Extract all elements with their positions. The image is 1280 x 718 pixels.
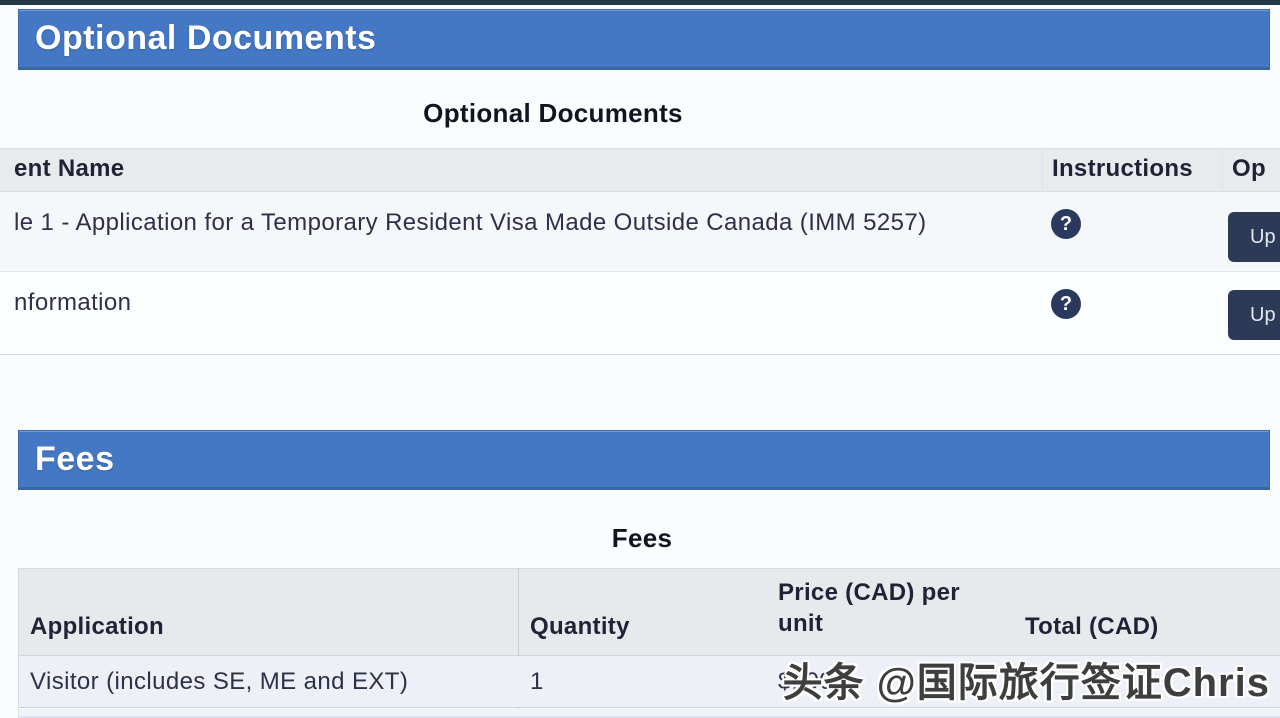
fees-section-header: Fees	[18, 430, 1270, 490]
document-row	[0, 272, 1280, 355]
fees-section-title: Fees	[35, 439, 115, 478]
help-icon[interactable]: ?	[1051, 209, 1081, 239]
fee-quantity-cell: 1	[530, 668, 544, 695]
column-header-total: Total (CAD)	[1025, 613, 1159, 640]
column-header-instructions: Instructions	[1052, 155, 1193, 182]
question-mark-glyph: ?	[1059, 292, 1073, 315]
page-top-border	[0, 0, 1280, 5]
document-name-cell: le 1 - Application for a Temporary Resid…	[14, 209, 927, 236]
upload-button[interactable]: Up	[1228, 290, 1280, 340]
upload-button-label: Up	[1250, 303, 1276, 326]
fee-row	[18, 656, 1280, 708]
column-divider	[518, 568, 519, 718]
optional-documents-table-caption: Optional Documents	[423, 98, 683, 128]
fee-price-cell: $100	[778, 668, 833, 695]
document-name-cell: nformation	[14, 289, 132, 316]
upload-button-label: Up	[1250, 225, 1276, 248]
fee-application-cell: Visitor (includes SE, ME and EXT)	[30, 668, 409, 695]
upload-button[interactable]: Up	[1228, 212, 1280, 262]
column-header-options: Op	[1232, 155, 1266, 182]
help-icon[interactable]: ?	[1051, 289, 1081, 319]
optional-documents-section-title: Optional Documents	[35, 19, 377, 57]
fees-header-row	[18, 568, 1280, 656]
fee-row-partial	[18, 709, 1280, 718]
question-mark-glyph: ?	[1059, 212, 1073, 235]
fees-table-caption: Fees	[611, 523, 673, 553]
column-header-document-name: ent Name	[14, 155, 125, 182]
watermark: 头条 @国际旅行签证Chris	[782, 661, 1270, 705]
column-header-price-per-unit: Price (CAD) per unit	[778, 579, 960, 637]
optional-documents-header-row	[0, 148, 1280, 192]
optional-documents-section-header: Optional Documents	[18, 9, 1270, 70]
column-header-application: Application	[30, 613, 164, 640]
column-header-quantity: Quantity	[530, 613, 630, 640]
